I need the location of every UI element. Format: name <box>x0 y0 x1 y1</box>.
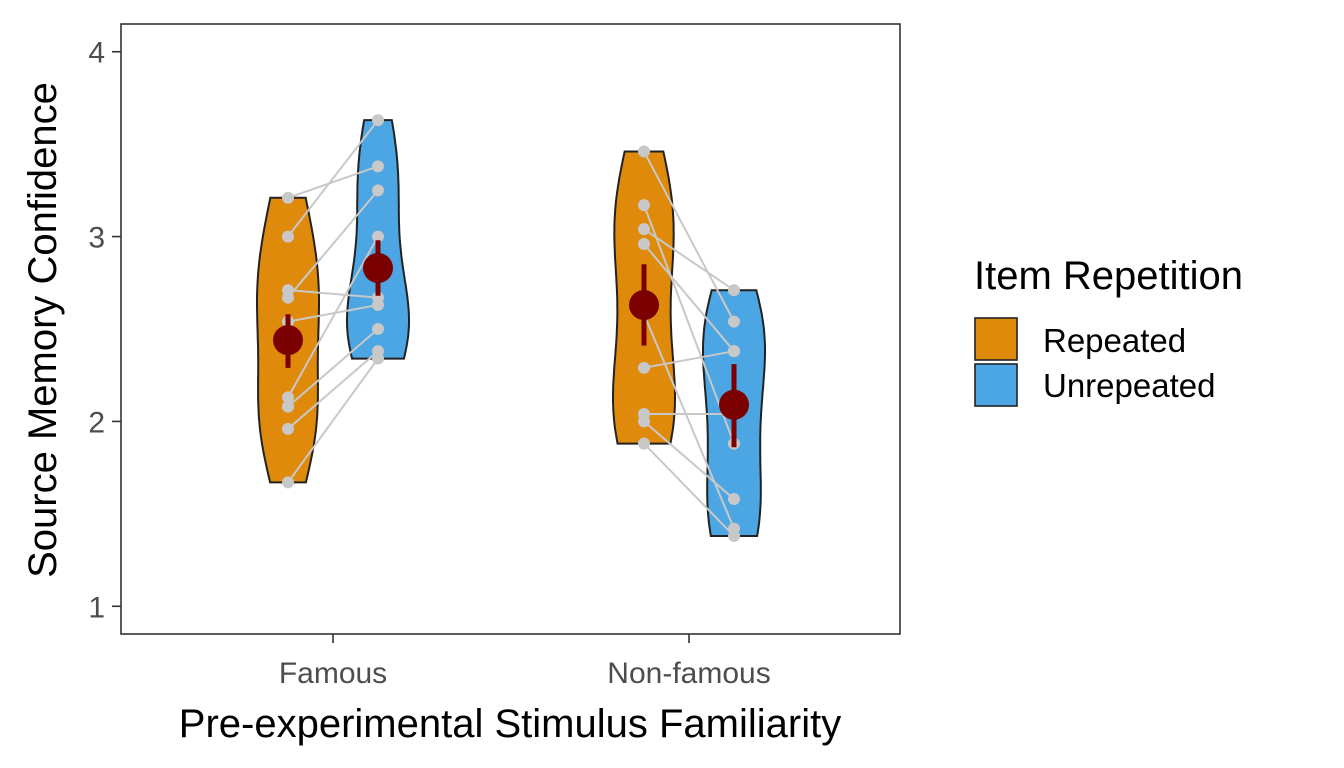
participant-point <box>638 199 650 212</box>
participant-line <box>643 442 735 537</box>
mean-point <box>629 289 659 320</box>
participant-point <box>638 408 650 421</box>
y-tick-label: 1 <box>88 591 105 624</box>
participant-line <box>643 350 735 369</box>
participant-line <box>643 228 735 292</box>
participant-point <box>372 114 384 127</box>
y-axis: 1 2 3 4 <box>88 37 121 624</box>
participant-point <box>282 284 294 297</box>
participant-point <box>282 400 294 413</box>
y-tick-label: 2 <box>88 406 105 439</box>
participant-point <box>372 184 384 197</box>
participant-point <box>282 191 294 204</box>
participant-point <box>372 345 384 358</box>
legend: Item Repetition Repeated Unrepeated <box>974 254 1243 407</box>
mean-point <box>363 253 393 283</box>
mean-point <box>719 389 749 420</box>
mean-point <box>273 325 303 356</box>
participant-point <box>728 493 740 506</box>
participant-point <box>728 345 740 358</box>
participant-point <box>638 437 650 450</box>
legend-label-repeated: Repeated <box>1043 322 1186 359</box>
participant-point <box>638 223 650 236</box>
participant-line <box>643 151 735 323</box>
y-tick-label: 3 <box>88 222 105 255</box>
legend-key-repeated <box>974 317 1018 361</box>
plot-panel <box>120 23 901 635</box>
participant-point <box>638 237 650 250</box>
participant-point <box>638 361 650 374</box>
participant-point <box>282 422 294 435</box>
participant-line <box>287 328 379 408</box>
participant-line <box>287 165 379 199</box>
participant-point <box>282 476 294 489</box>
participant-line <box>287 289 379 299</box>
participant-line <box>643 313 735 530</box>
participant-point <box>282 391 294 404</box>
y-tick-label: 4 <box>88 37 105 70</box>
participant-line <box>287 119 379 238</box>
participant-line <box>643 204 735 444</box>
participant-point <box>728 284 740 297</box>
participant-point <box>372 230 384 243</box>
legend-title: Item Repetition <box>974 254 1243 298</box>
legend-label-unrepeated: Unrepeated <box>1043 367 1215 404</box>
participant-line <box>287 350 379 430</box>
participant-line <box>287 236 379 398</box>
participant-line <box>287 357 379 484</box>
participant-point <box>372 323 384 335</box>
participant-point <box>728 315 740 328</box>
x-tick-label: Non-famous <box>607 657 770 690</box>
x-axis-title: Pre-experimental Stimulus Familiarity <box>179 702 841 746</box>
participant-line <box>287 303 379 323</box>
mean-ci-layer <box>273 240 749 448</box>
participant-point <box>372 160 384 173</box>
participant-line <box>287 189 379 299</box>
participant-line <box>643 420 735 500</box>
legend-key-unrepeated <box>974 363 1018 407</box>
participant-lines-layer <box>287 119 735 537</box>
participant-point <box>728 522 740 535</box>
participant-point <box>638 145 650 158</box>
participant-point <box>372 291 384 304</box>
y-axis-title: Source Memory Confidence <box>21 82 65 578</box>
participant-point <box>282 230 294 243</box>
participant-line <box>643 243 735 352</box>
x-axis: Famous Non-famous <box>279 634 771 690</box>
x-tick-label: Famous <box>279 657 387 690</box>
